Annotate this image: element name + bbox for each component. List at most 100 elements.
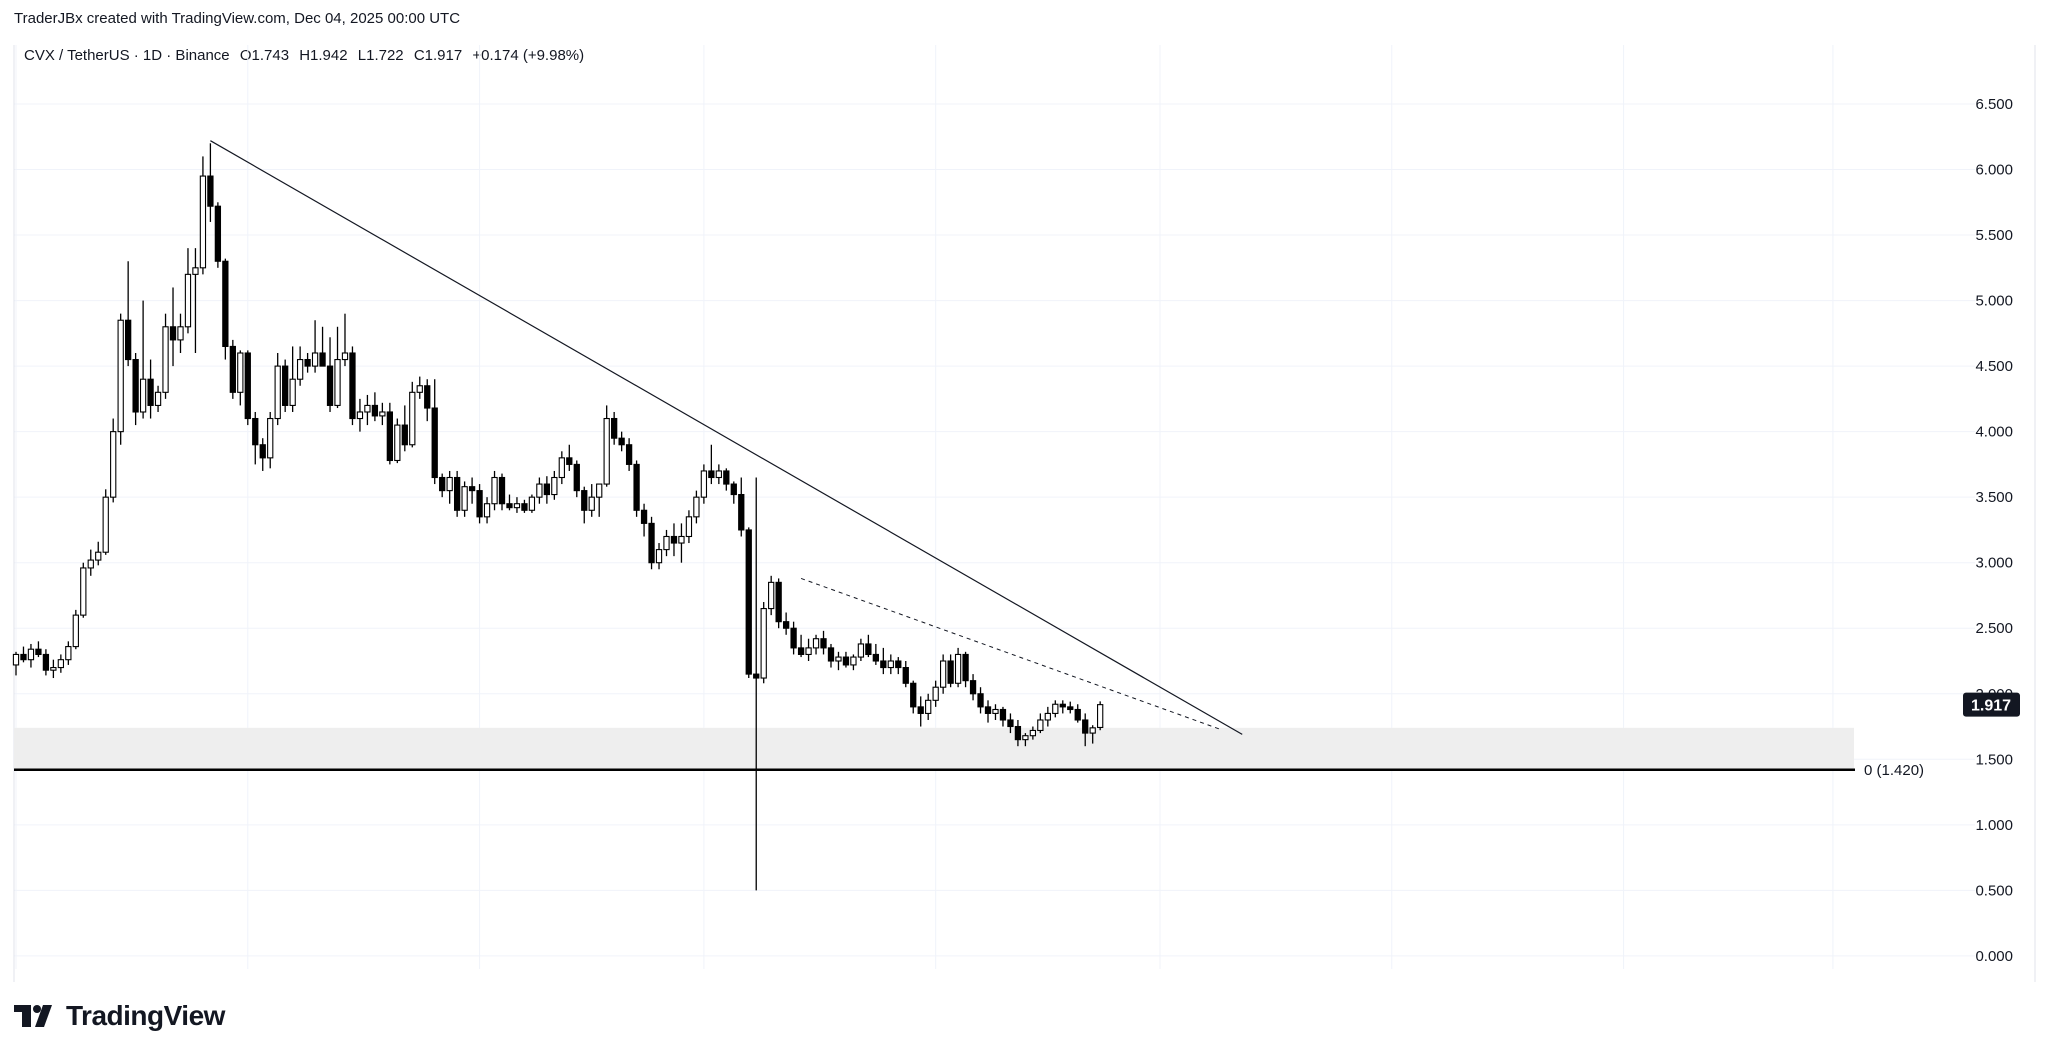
candle-body[interactable] bbox=[827, 647, 835, 662]
candle-body[interactable] bbox=[969, 680, 977, 695]
candle-body[interactable] bbox=[805, 647, 812, 655]
candle-body[interactable] bbox=[483, 503, 491, 518]
candle-body[interactable] bbox=[573, 463, 580, 492]
candle-body[interactable] bbox=[102, 496, 109, 553]
candle-body[interactable] bbox=[371, 404, 379, 417]
candle-body[interactable] bbox=[625, 444, 633, 465]
candle-body[interactable] bbox=[214, 205, 222, 262]
candle-body[interactable] bbox=[207, 175, 214, 207]
candle-body[interactable] bbox=[192, 267, 199, 275]
candle-body[interactable] bbox=[640, 509, 648, 524]
candle-body[interactable] bbox=[678, 535, 685, 544]
candle-body[interactable] bbox=[80, 567, 87, 616]
candle-body[interactable] bbox=[895, 660, 902, 669]
candle-body[interactable] bbox=[222, 260, 229, 347]
candle-body[interactable] bbox=[1052, 703, 1059, 714]
candle-body[interactable] bbox=[334, 359, 341, 406]
candle-body[interactable] bbox=[431, 407, 438, 479]
candle-body[interactable] bbox=[42, 653, 50, 671]
candle-body[interactable] bbox=[1044, 712, 1051, 721]
candle-body[interactable] bbox=[117, 319, 124, 433]
candle-body[interactable] bbox=[364, 404, 371, 413]
candle-body[interactable] bbox=[999, 708, 1007, 721]
candle-body[interactable] bbox=[468, 486, 476, 492]
candle-body[interactable] bbox=[611, 417, 618, 439]
candle-body[interactable] bbox=[461, 486, 468, 511]
candle-body[interactable] bbox=[730, 483, 737, 496]
candle-body[interactable] bbox=[237, 352, 244, 393]
candle-body[interactable] bbox=[910, 682, 917, 708]
candle-body[interactable] bbox=[50, 667, 57, 671]
candle-body[interactable] bbox=[581, 490, 588, 511]
candle-body[interactable] bbox=[536, 483, 543, 498]
candle-body[interactable] bbox=[1007, 719, 1014, 728]
candle-body[interactable] bbox=[820, 638, 827, 649]
candle-body[interactable] bbox=[812, 638, 820, 649]
candle-body[interactable] bbox=[394, 424, 401, 462]
candle-body[interactable] bbox=[72, 614, 79, 648]
candle-body[interactable] bbox=[296, 359, 304, 380]
candle-body[interactable] bbox=[633, 463, 640, 511]
candle-body[interactable] bbox=[528, 496, 536, 511]
candle-body[interactable] bbox=[977, 693, 984, 708]
candle-body[interactable] bbox=[416, 385, 423, 393]
candle-body[interactable] bbox=[768, 581, 775, 610]
candle-body[interactable] bbox=[326, 365, 334, 406]
candle-body[interactable] bbox=[917, 706, 924, 714]
candle-body[interactable] bbox=[962, 653, 969, 682]
candle-body[interactable] bbox=[147, 378, 154, 406]
candle-body[interactable] bbox=[902, 667, 909, 684]
candle-body[interactable] bbox=[289, 378, 296, 406]
candle-body[interactable] bbox=[842, 656, 850, 666]
candle-body[interactable] bbox=[880, 660, 887, 669]
candle-body[interactable] bbox=[932, 686, 939, 701]
candle-body[interactable] bbox=[1037, 719, 1044, 732]
candle-body[interactable] bbox=[850, 656, 857, 666]
candle-body[interactable] bbox=[139, 378, 147, 413]
candle-body[interactable] bbox=[65, 646, 72, 661]
candle-body[interactable] bbox=[551, 476, 558, 496]
candle-body[interactable] bbox=[1022, 735, 1029, 741]
candle-body[interactable] bbox=[1082, 719, 1089, 734]
candle-body[interactable] bbox=[259, 444, 266, 459]
candle-body[interactable] bbox=[1097, 704, 1104, 728]
candle-body[interactable] bbox=[252, 417, 259, 446]
candle-body[interactable] bbox=[992, 708, 999, 714]
candle-body[interactable] bbox=[760, 608, 767, 679]
candle-body[interactable] bbox=[132, 359, 139, 413]
candle-body[interactable] bbox=[521, 503, 528, 511]
descending-trendline[interactable] bbox=[210, 140, 1243, 735]
candle-body[interactable] bbox=[177, 326, 184, 341]
candle-body[interactable] bbox=[775, 581, 782, 623]
candle-body[interactable] bbox=[1089, 727, 1096, 734]
candle-body[interactable] bbox=[790, 627, 797, 649]
candle-body[interactable] bbox=[670, 535, 678, 544]
candle-body[interactable] bbox=[1029, 729, 1037, 737]
candle-body[interactable] bbox=[356, 411, 364, 420]
candle-body[interactable] bbox=[446, 476, 453, 492]
dashed-trendline[interactable] bbox=[800, 577, 1220, 730]
candle-body[interactable] bbox=[1059, 703, 1066, 708]
candle-body[interactable] bbox=[409, 391, 416, 446]
candle-body[interactable] bbox=[513, 503, 521, 509]
candle-body[interactable] bbox=[947, 660, 954, 684]
candle-body[interactable] bbox=[566, 457, 573, 465]
candle-body[interactable] bbox=[57, 659, 65, 669]
candle-body[interactable] bbox=[27, 648, 35, 661]
candle-body[interactable] bbox=[267, 417, 274, 459]
candle-body[interactable] bbox=[282, 365, 289, 406]
candle-body[interactable] bbox=[319, 352, 326, 367]
candle-body[interactable] bbox=[588, 496, 595, 511]
candle-body[interactable] bbox=[1014, 725, 1022, 741]
candle-body[interactable] bbox=[162, 326, 169, 393]
candle-body[interactable] bbox=[87, 559, 94, 569]
candle-body[interactable] bbox=[835, 656, 842, 662]
candle-body[interactable] bbox=[925, 699, 932, 714]
candle-body[interactable] bbox=[887, 660, 894, 669]
candle-body[interactable] bbox=[110, 431, 117, 498]
candle-body[interactable] bbox=[753, 673, 760, 679]
candle-body[interactable] bbox=[20, 653, 27, 661]
candle-body[interactable] bbox=[304, 359, 311, 367]
candle-body[interactable] bbox=[379, 411, 386, 417]
candle-body[interactable] bbox=[865, 643, 872, 655]
